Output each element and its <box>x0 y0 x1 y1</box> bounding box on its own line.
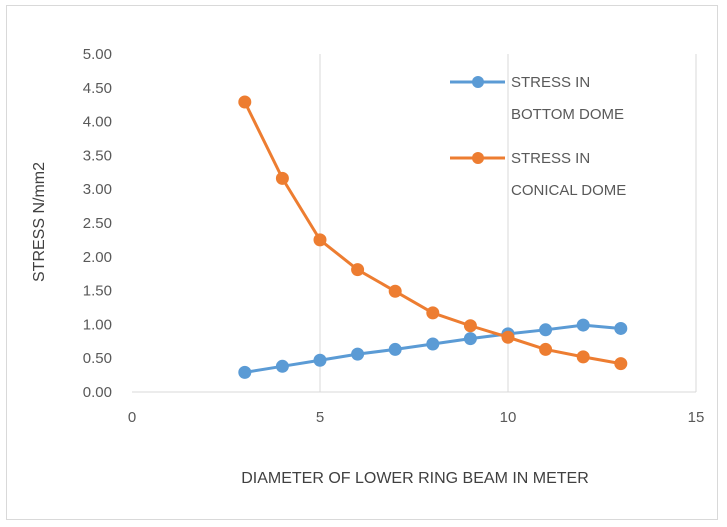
legend-marker <box>472 76 484 88</box>
y-tick-label: 4.00 <box>83 114 112 131</box>
legend: STRESS IN BOTTOM DOME STRESS IN CONICAL DOM… <box>450 74 626 199</box>
x-tick-label: 10 <box>500 409 517 426</box>
data-point <box>614 321 628 335</box>
data-point <box>576 350 590 364</box>
data-point <box>539 342 553 356</box>
data-point <box>351 263 365 277</box>
y-tick-label: 4.50 <box>83 80 112 97</box>
data-point <box>426 306 440 320</box>
y-tick-label: 3.00 <box>83 181 112 198</box>
y-tick-label: 2.50 <box>83 215 112 232</box>
y-tick-label: 1.00 <box>83 316 112 333</box>
data-point <box>238 95 252 109</box>
data-point <box>313 233 327 247</box>
data-point <box>463 332 477 346</box>
y-tick-label: 1.50 <box>83 283 112 300</box>
y-tick-label: 3.50 <box>83 147 112 164</box>
data-point <box>539 323 553 337</box>
data-point <box>463 319 477 333</box>
y-tick-label: 0.00 <box>83 384 112 401</box>
data-point <box>426 337 440 351</box>
series <box>238 95 628 379</box>
data-point <box>351 347 365 361</box>
legend-label: CONICAL DOME <box>511 182 626 199</box>
y-tick-label: 2.00 <box>83 249 112 266</box>
legend-marker <box>472 152 484 164</box>
y-tick-label: 5.00 <box>83 46 112 63</box>
x-tick-label: 15 <box>688 409 705 426</box>
x-tick-label: 5 <box>316 409 324 426</box>
legend-label: STRESS IN <box>511 74 590 91</box>
data-point <box>313 353 327 367</box>
data-point <box>614 357 628 371</box>
data-point <box>275 171 289 185</box>
data-point <box>501 330 515 344</box>
series-line-1 <box>243 101 622 366</box>
chart-frame <box>6 5 718 520</box>
legend-label: STRESS IN <box>511 150 590 167</box>
data-point <box>238 365 252 379</box>
legend-label: BOTTOM DOME <box>511 106 624 123</box>
axes: 0 5 10 15 0.00 0.50 1.00 1.50 2.00 2.50 3.00 3.50 4.… <box>83 46 705 426</box>
data-point <box>388 284 402 298</box>
y-tick-label: 0.50 <box>83 350 112 367</box>
x-tick-label: 0 <box>128 409 136 426</box>
data-point <box>576 318 590 332</box>
data-point <box>388 342 402 356</box>
x-axis-title: DIAMETER OF LOWER RING BEAM IN METER <box>241 470 589 487</box>
data-point <box>275 359 289 373</box>
y-axis-title: STRESS N/mm2 <box>31 162 48 282</box>
